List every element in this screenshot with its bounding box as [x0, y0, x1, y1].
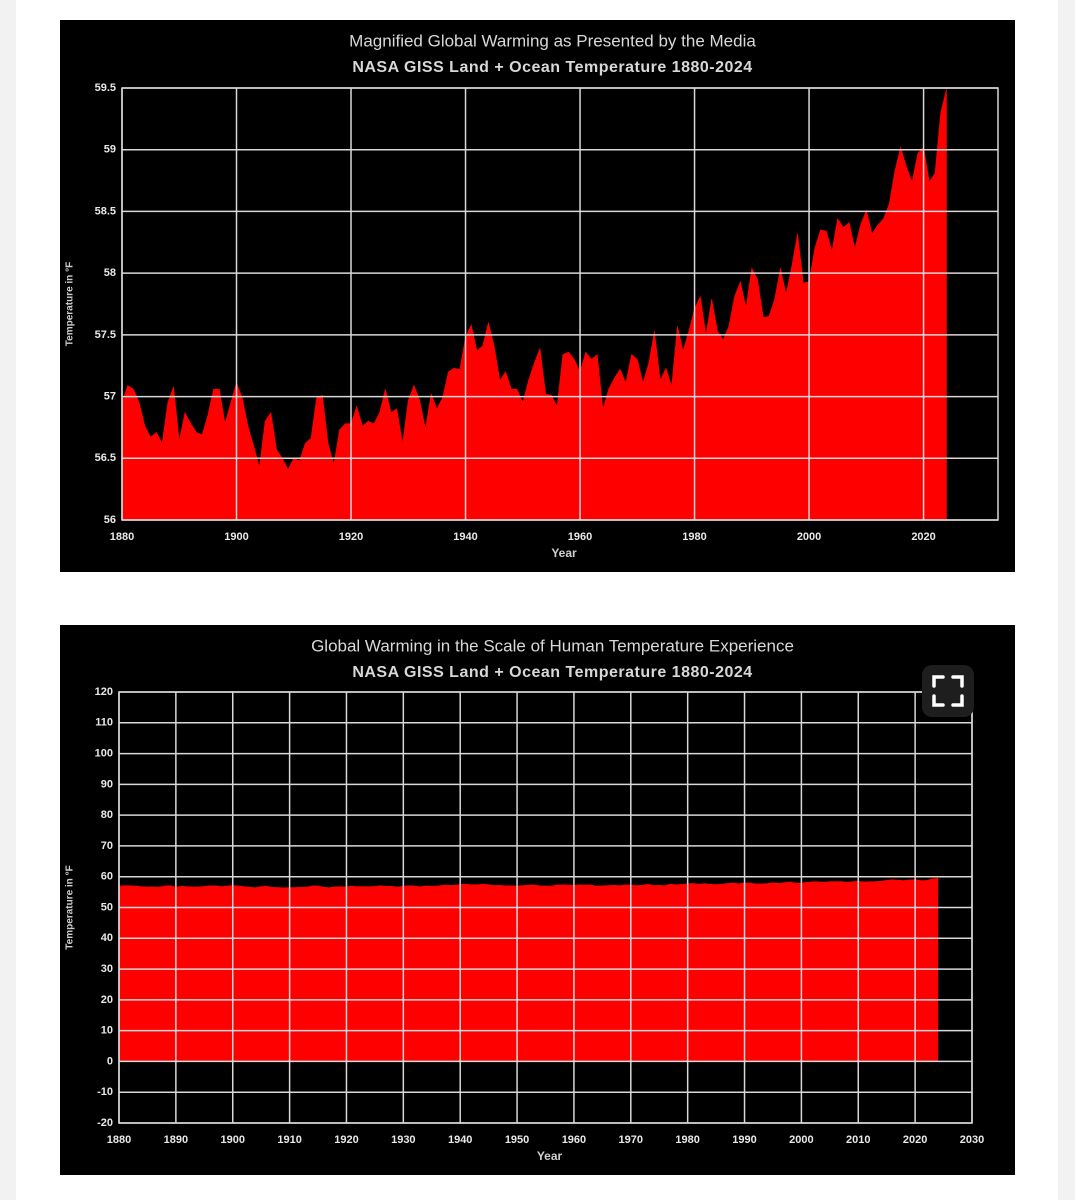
y-tick-label: 57.5	[95, 329, 116, 341]
chart-subtitle: NASA GISS Land + Ocean Temperature 1880-…	[352, 59, 752, 76]
y-tick-label: 80	[101, 809, 113, 821]
chart-subtitle: NASA GISS Land + Ocean Temperature 1880-…	[352, 664, 752, 681]
y-tick-label: 20	[101, 994, 113, 1006]
y-tick-label: 90	[101, 778, 113, 790]
y-tick-label: -20	[97, 1117, 113, 1129]
x-tick-label: 1940	[453, 531, 477, 543]
x-tick-label: 1880	[110, 531, 134, 543]
y-axis-label: Temperature in °F	[65, 262, 76, 346]
y-tick-label: 100	[95, 747, 113, 759]
expand-button[interactable]	[922, 665, 974, 717]
y-tick-label: 58.5	[95, 205, 116, 217]
x-tick-label: 1920	[339, 531, 363, 543]
x-tick-label: 1890	[164, 1134, 188, 1146]
plot-frame	[121, 87, 999, 521]
y-tick-label: 70	[101, 840, 113, 852]
x-tick-label: 1940	[448, 1134, 472, 1146]
x-tick-label: 1920	[334, 1134, 358, 1146]
x-tick-label: 2000	[797, 531, 821, 543]
x-axis-label: Year	[551, 546, 577, 560]
x-tick-label: 1960	[562, 1134, 586, 1146]
x-tick-label: 1970	[619, 1134, 643, 1146]
x-tick-label: 1980	[675, 1134, 699, 1146]
side-bar	[0, 0, 16, 1200]
area	[119, 877, 939, 1062]
x-tick-label: 1910	[277, 1134, 301, 1146]
y-tick-label: 59.5	[95, 82, 116, 94]
x-tick-label: 2030	[960, 1134, 984, 1146]
y-tick-label: 50	[101, 901, 113, 913]
x-axis-label: Year	[537, 1149, 563, 1163]
x-tick-label: 2020	[903, 1134, 927, 1146]
x-tick-label: 1980	[682, 531, 706, 543]
x-tick-label: 1990	[732, 1134, 756, 1146]
y-tick-label: 120	[95, 686, 113, 698]
chart-title: Global Warming in the Scale of Human Tem…	[311, 636, 794, 655]
y-tick-label: -10	[97, 1086, 113, 1098]
side-bar	[1058, 0, 1075, 1200]
y-tick-label: 56.5	[95, 452, 116, 464]
y-axis-label: Temperature in °F	[65, 865, 76, 949]
y-tick-label: 30	[101, 963, 113, 975]
y-tick-label: 110	[95, 717, 113, 729]
x-tick-label: 2010	[846, 1134, 870, 1146]
x-tick-label: 1900	[220, 1134, 244, 1146]
y-tick-label: 56	[104, 514, 116, 526]
chart-title: Magnified Global Warming as Presented by…	[349, 31, 756, 50]
y-tick-label: 10	[101, 1025, 113, 1037]
y-tick-label: 59	[104, 144, 116, 156]
x-tick-label: 2000	[789, 1134, 813, 1146]
y-tick-label: 0	[107, 1055, 113, 1067]
x-tick-label: 1950	[505, 1134, 529, 1146]
plot-frame	[118, 691, 973, 1124]
y-tick-label: 60	[101, 871, 113, 883]
x-tick-label: 1900	[224, 531, 248, 543]
area	[122, 89, 947, 520]
x-tick-label: 1960	[568, 531, 592, 543]
x-tick-label: 1930	[391, 1134, 415, 1146]
chart: Magnified Global Warming as Presented by…	[60, 20, 1015, 572]
y-tick-label: 58	[104, 267, 116, 279]
x-tick-label: 1880	[107, 1134, 131, 1146]
chart: Global Warming in the Scale of Human Tem…	[60, 625, 1015, 1175]
x-tick-label: 2020	[911, 531, 935, 543]
y-tick-label: 57	[104, 390, 116, 402]
y-tick-label: 40	[101, 932, 113, 944]
